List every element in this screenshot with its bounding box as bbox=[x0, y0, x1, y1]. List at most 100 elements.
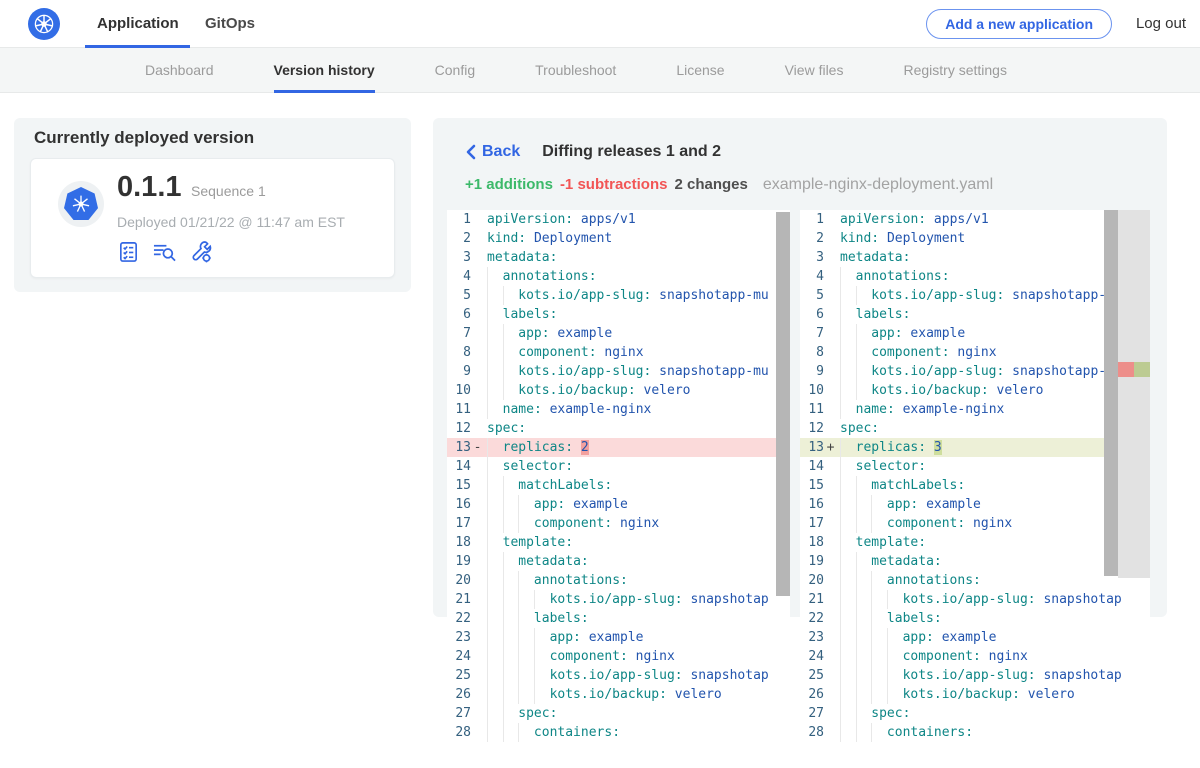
diff-editor-right[interactable]: 1 apiVersion: apps/v1 2 kind: Deployment 3 me… bbox=[800, 210, 1150, 745]
subtractions-count: -1 subtractions bbox=[559, 176, 668, 193]
code-line: 21 kots.io/app-slug: snapshotap bbox=[455, 590, 769, 609]
code-line: 4 annotations: bbox=[463, 267, 597, 286]
removed-change-marker bbox=[1118, 362, 1134, 377]
additions-count: +1 additions bbox=[465, 176, 553, 193]
tab-application[interactable]: Application bbox=[97, 15, 179, 32]
code-line: 25 kots.io/app-slug: snapshotap bbox=[455, 666, 769, 685]
deployed-timestamp: Deployed 01/21/22 @ 11:47 am EST bbox=[117, 214, 345, 230]
code-line: 3 metadata: bbox=[463, 250, 558, 265]
code-line: 19 metadata: bbox=[455, 552, 589, 571]
code-line: 8 component: nginx bbox=[816, 343, 997, 362]
code-line: 20 annotations: bbox=[808, 571, 981, 590]
back-link[interactable]: Back bbox=[465, 143, 520, 161]
code-line: 14 selector: bbox=[808, 457, 927, 476]
subnav-tab-license[interactable]: License bbox=[676, 62, 725, 78]
deployed-sequence: Sequence 1 bbox=[191, 183, 266, 199]
code-line: 20 annotations: bbox=[455, 571, 628, 590]
add-new-application-button[interactable]: Add a new application bbox=[926, 9, 1112, 39]
code-line: 22 labels: bbox=[808, 609, 942, 628]
code-line: 15 matchLabels: bbox=[455, 476, 613, 495]
tab-gitops[interactable]: GitOps bbox=[205, 15, 256, 32]
subnav-tab-config[interactable]: Config bbox=[434, 62, 476, 78]
code-line: 19 metadata: bbox=[808, 552, 942, 571]
code-line: 2 kind: Deployment bbox=[463, 231, 613, 246]
code-line: 23 app: example bbox=[808, 628, 997, 647]
scrollbar-thumb[interactable] bbox=[776, 212, 790, 596]
diff-marker-gutter bbox=[1118, 210, 1150, 578]
code-line: 5 kots.io/app-slug: snapshotapp-mu bbox=[463, 286, 769, 305]
code-line: 28 containers: bbox=[455, 723, 621, 742]
code-line: 10 kots.io/backup: velero bbox=[455, 381, 691, 400]
code-line: 21 kots.io/app-slug: snapshotap bbox=[808, 590, 1122, 609]
code-line: 6 labels: bbox=[463, 305, 558, 324]
app-icon-badge bbox=[58, 181, 104, 227]
code-line: 27 spec: bbox=[808, 704, 911, 723]
code-line: 24 component: nginx bbox=[808, 647, 1028, 666]
kubernetes-logo[interactable] bbox=[28, 8, 60, 40]
code-line: 27 spec: bbox=[455, 704, 558, 723]
changes-count: 2 changes bbox=[674, 176, 748, 193]
deployed-card-title: Currently deployed version bbox=[34, 128, 255, 147]
added-change-marker bbox=[1134, 362, 1150, 377]
code-line: 9 kots.io/app-slug: snapshotapp-mu bbox=[816, 362, 1122, 381]
kubernetes-wheel-icon bbox=[34, 14, 54, 34]
code-line: 26 kots.io/backup: velero bbox=[808, 685, 1075, 704]
code-line: 1 apiVersion: apps/v1 bbox=[816, 212, 989, 227]
app-sub-nav: Dashboard Version history Config Trouble… bbox=[0, 48, 1200, 93]
code-line: 11 name: example-nginx bbox=[808, 400, 1005, 419]
subnav-tab-dashboard[interactable]: Dashboard bbox=[145, 62, 214, 78]
edit-config-icon[interactable] bbox=[189, 239, 213, 263]
kubernetes-app-icon bbox=[64, 187, 98, 220]
code-line: 18 template: bbox=[455, 533, 574, 552]
code-line: 12 spec: bbox=[808, 421, 880, 436]
code-line: 25 kots.io/app-slug: snapshotap bbox=[808, 666, 1122, 685]
code-line: 12 spec: bbox=[455, 421, 527, 436]
code-line: 8 component: nginx bbox=[463, 343, 644, 362]
code-line: 5 kots.io/app-slug: snapshotapp-mu bbox=[816, 286, 1122, 305]
code-line: 17 component: nginx bbox=[455, 514, 660, 533]
code-line: 17 component: nginx bbox=[808, 514, 1013, 533]
code-line: 4 annotations: bbox=[816, 267, 950, 286]
subnav-tab-registry-settings[interactable]: Registry settings bbox=[903, 62, 1007, 78]
active-tab-underline bbox=[85, 45, 190, 48]
chevron-left-icon bbox=[466, 144, 476, 160]
code-line: 2 kind: Deployment bbox=[816, 231, 966, 246]
preflight-checks-icon[interactable] bbox=[117, 240, 140, 263]
code-line: 7 app: example bbox=[463, 324, 613, 343]
code-line: 15 matchLabels: bbox=[808, 476, 966, 495]
code-line: 13- replicas: 2 bbox=[447, 438, 790, 457]
code-line: 13 + replicas: 3 bbox=[800, 438, 1150, 457]
code-line: 7 app: example bbox=[816, 324, 966, 343]
code-line: 10 kots.io/backup: velero bbox=[808, 381, 1044, 400]
code-line: 14 selector: bbox=[455, 457, 574, 476]
code-line: 1 apiVersion: apps/v1 bbox=[463, 212, 636, 227]
diff-editor-left[interactable]: 1 apiVersion: apps/v1 2 kind: Deployment 3 me… bbox=[447, 210, 790, 745]
subnav-tab-version-history[interactable]: Version history bbox=[273, 48, 375, 93]
deployed-version-tile: 0.1.1 Sequence 1 Deployed 01/21/22 @ 11:… bbox=[30, 158, 395, 278]
code-line: 16 app: example bbox=[455, 495, 628, 514]
code-line: 16 app: example bbox=[808, 495, 981, 514]
version-action-icons bbox=[117, 239, 213, 263]
kubernetes-wheel-icon bbox=[72, 195, 90, 212]
diff-filename: example-nginx-deployment.yaml bbox=[762, 176, 994, 193]
code-line: 28 containers: bbox=[808, 723, 974, 742]
code-line: 6 labels: bbox=[816, 305, 911, 324]
subnav-tab-view-files[interactable]: View files bbox=[784, 62, 844, 78]
top-nav: Application GitOps Add a new application… bbox=[0, 0, 1200, 48]
subnav-tab-troubleshoot[interactable]: Troubleshoot bbox=[535, 62, 617, 78]
view-logs-icon[interactable] bbox=[152, 240, 177, 263]
diff-stats: +1 additions -1 subtractions 2 changes e… bbox=[465, 176, 993, 194]
code-line: 9 kots.io/app-slug: snapshotapp-mu bbox=[463, 362, 769, 381]
code-line: 18 template: bbox=[808, 533, 927, 552]
code-line: 24 component: nginx bbox=[455, 647, 675, 666]
code-line: 22 labels: bbox=[455, 609, 589, 628]
deployed-version-number: 0.1.1 bbox=[117, 171, 182, 203]
logout-link[interactable]: Log out bbox=[1135, 15, 1186, 32]
scrollbar-thumb[interactable] bbox=[1104, 210, 1118, 576]
code-line: 23 app: example bbox=[455, 628, 644, 647]
code-line: 3 metadata: bbox=[816, 250, 911, 265]
code-line: 11 name: example-nginx bbox=[455, 400, 652, 419]
diff-title: Diffing releases 1 and 2 bbox=[542, 143, 721, 160]
currently-deployed-card: Currently deployed version 0.1.1 Sequenc… bbox=[14, 118, 411, 292]
code-line: 26 kots.io/backup: velero bbox=[455, 685, 722, 704]
